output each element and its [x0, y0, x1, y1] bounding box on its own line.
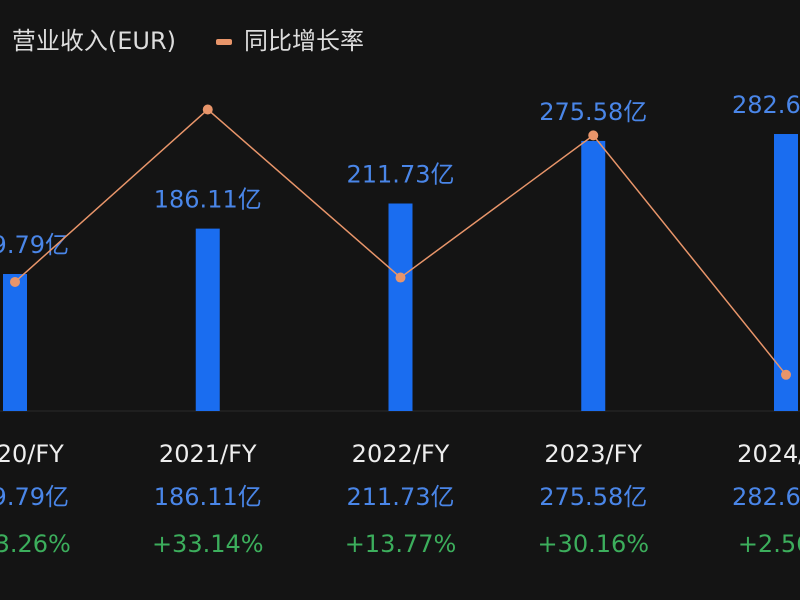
bar-value-label: 275.58亿 — [539, 98, 647, 126]
revenue-label: 275.58亿 — [539, 483, 647, 511]
growth-dot — [781, 369, 791, 380]
bar — [388, 203, 413, 411]
bar-value-label: 211.73亿 — [347, 161, 455, 189]
growth-dot — [202, 104, 213, 115]
revenue-label: 282.64亿 — [732, 483, 800, 511]
bar — [581, 140, 606, 412]
x-tick-label: 2024/FY — [737, 440, 800, 468]
revenue-label: 186.11亿 — [154, 483, 262, 511]
growth-label: +33.14% — [152, 530, 264, 558]
bar — [774, 134, 798, 411]
growth-label: +13.77% — [345, 530, 457, 558]
legend-marker — [216, 39, 232, 45]
legend-label: 营业收入(EUR) — [12, 27, 176, 55]
growth-dot — [588, 130, 599, 141]
bar-value-label: 139.79亿 — [0, 231, 69, 259]
legend-label: 同比增长率 — [244, 27, 364, 55]
revenue-label: 139.79亿 — [0, 483, 69, 511]
growth-label: +13.26% — [0, 530, 71, 558]
bar-value-label: 282.64亿 — [732, 91, 800, 119]
x-tick-label: 2022/FY — [352, 440, 450, 468]
x-tick-label: 2021/FY — [159, 440, 257, 468]
growth-dot — [10, 276, 20, 287]
bar — [3, 274, 27, 411]
bar-value-label: 186.11亿 — [154, 186, 262, 214]
bar — [195, 228, 220, 411]
revenue-label: 211.73亿 — [347, 483, 455, 511]
growth-label: +2.56% — [738, 530, 800, 558]
growth-dot — [395, 272, 406, 283]
x-tick-label: 2023/FY — [544, 440, 642, 468]
x-tick-label: 2020/FY — [0, 440, 64, 468]
growth-label: +30.16% — [537, 530, 649, 558]
